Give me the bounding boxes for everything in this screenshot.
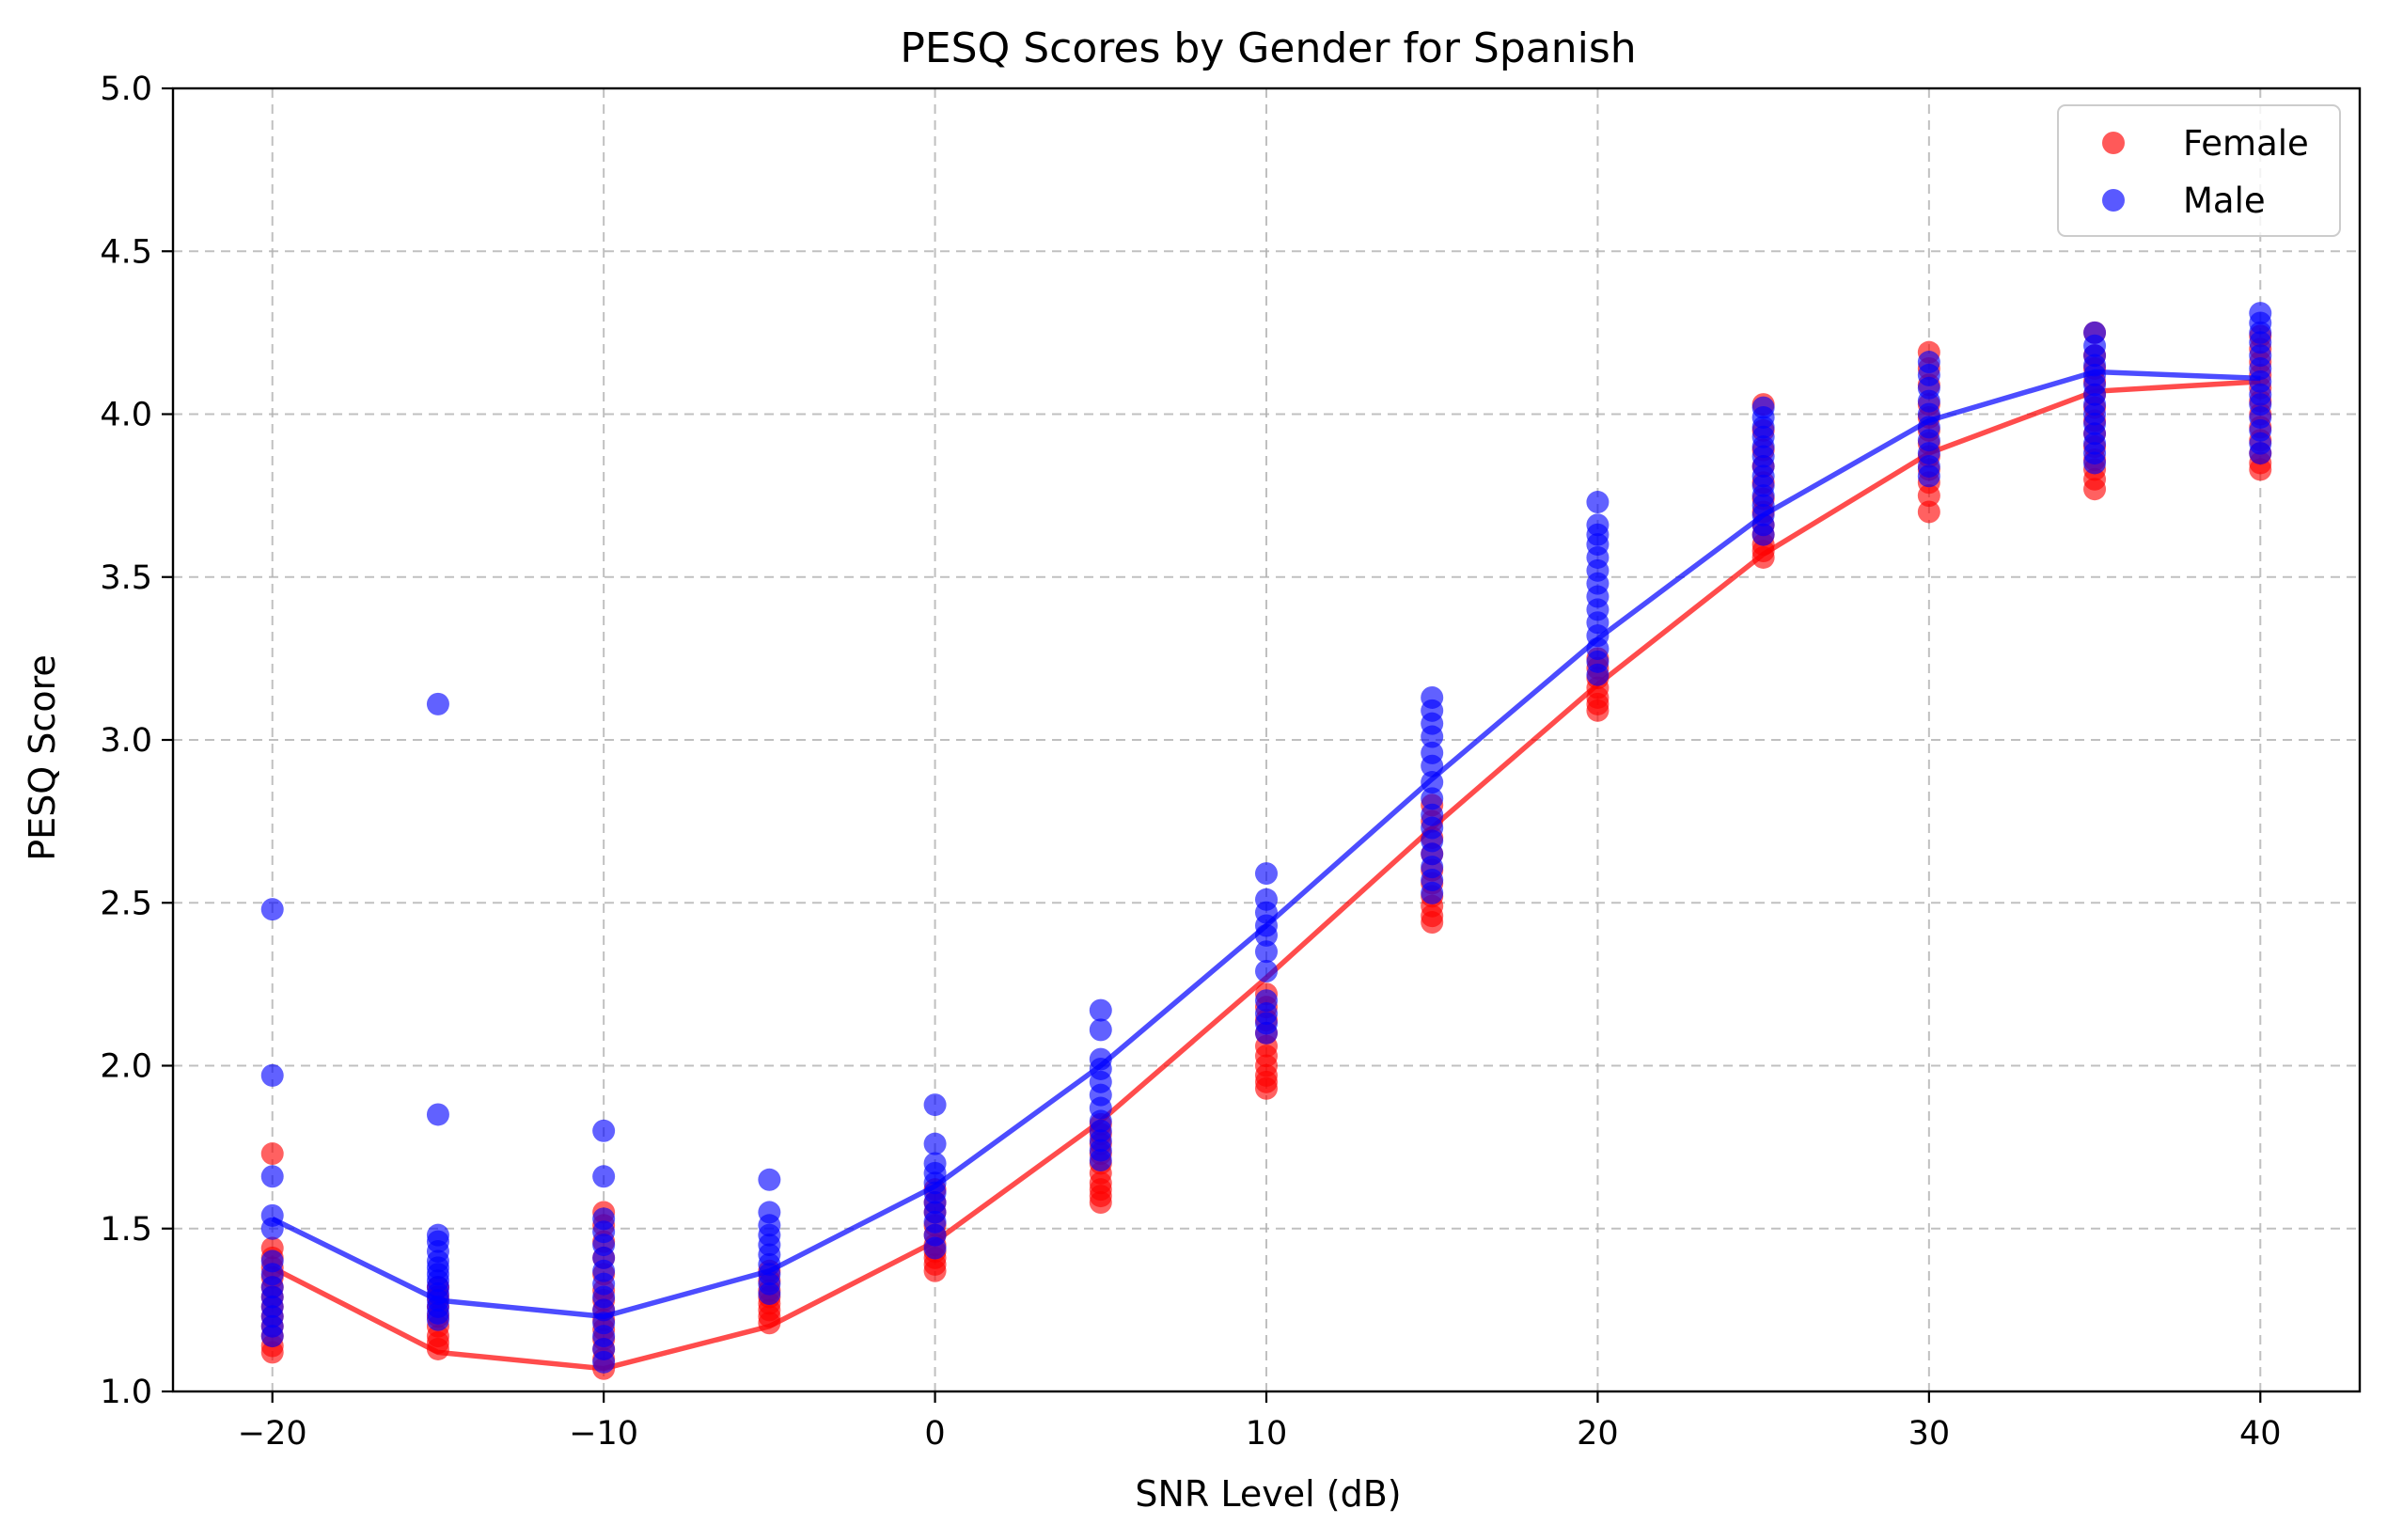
male-point (1421, 741, 1444, 764)
y-tick-label: 1.0 (100, 1374, 152, 1411)
y-tick-label: 2.5 (100, 885, 152, 922)
male-point (260, 1249, 284, 1273)
male-point (1255, 960, 1278, 983)
male-point (426, 1103, 449, 1126)
male-point (592, 1119, 616, 1142)
x-tick-label: −10 (569, 1415, 638, 1453)
male-point (260, 1165, 284, 1188)
male-point (1255, 989, 1278, 1013)
male-point (1421, 803, 1444, 826)
male-point (1089, 1047, 1112, 1071)
legend-marker-female (2102, 132, 2125, 154)
y-tick-label: 4.0 (100, 397, 152, 434)
series-male (260, 302, 2272, 1374)
x-tick-label: −20 (238, 1415, 307, 1453)
x-tick-label: 40 (2239, 1415, 2282, 1453)
legend: Female Male (2057, 104, 2341, 237)
y-tick-label: 3.5 (100, 559, 152, 597)
male-mean-line (271, 369, 2261, 1320)
x-axis-label: SNR Level (dB) (1135, 1473, 1401, 1515)
legend-label-female: Female (2183, 123, 2309, 164)
male-point (1089, 998, 1112, 1022)
y-axis-label: PESQ Score (22, 654, 63, 860)
male-point (426, 692, 449, 715)
x-tick-label: 0 (924, 1415, 945, 1453)
male-point (923, 1132, 947, 1155)
male-point (1917, 351, 1940, 374)
male-point (1421, 787, 1444, 810)
chart-title: PESQ Scores by Gender for Spanish (900, 24, 1636, 72)
male-point (592, 1207, 616, 1231)
male-point (923, 1093, 947, 1117)
male-point (260, 1063, 284, 1087)
legend-label-male: Male (2183, 181, 2266, 221)
male-point (1751, 396, 1775, 419)
female-point (260, 1142, 284, 1166)
male-point (592, 1165, 616, 1188)
male-point (758, 1201, 781, 1224)
male-point (260, 898, 284, 921)
male-point (426, 1223, 449, 1247)
female-point (1917, 500, 1940, 524)
male-point (1255, 888, 1278, 911)
tick-layer: −20 −10 0 10 20 30 40 1.0 1.5 2.0 2.5 3.0 3.5 4.0 4.5 5… (100, 71, 2281, 1453)
male-point (1255, 862, 1278, 886)
male-point (1586, 513, 1610, 537)
y-tick-label: 4.5 (100, 233, 152, 271)
male-point (2083, 321, 2107, 344)
y-tick-label: 3.0 (100, 722, 152, 760)
male-point (758, 1168, 781, 1191)
x-tick-label: 20 (1577, 1415, 1619, 1453)
y-tick-label: 5.0 (100, 71, 152, 108)
series-layer (260, 302, 2272, 1380)
male-point (1255, 940, 1278, 964)
male-point (1586, 491, 1610, 514)
x-tick-label: 30 (1908, 1415, 1951, 1453)
legend-marker-male (2102, 189, 2125, 212)
legend-box (2057, 104, 2341, 237)
y-tick-label: 2.0 (100, 1048, 152, 1086)
y-tick-label: 1.5 (100, 1211, 152, 1249)
male-point (1089, 1018, 1112, 1042)
x-tick-label: 10 (1246, 1415, 1288, 1453)
male-point (923, 1152, 947, 1175)
male-point (1421, 685, 1444, 709)
male-point (2249, 302, 2272, 325)
